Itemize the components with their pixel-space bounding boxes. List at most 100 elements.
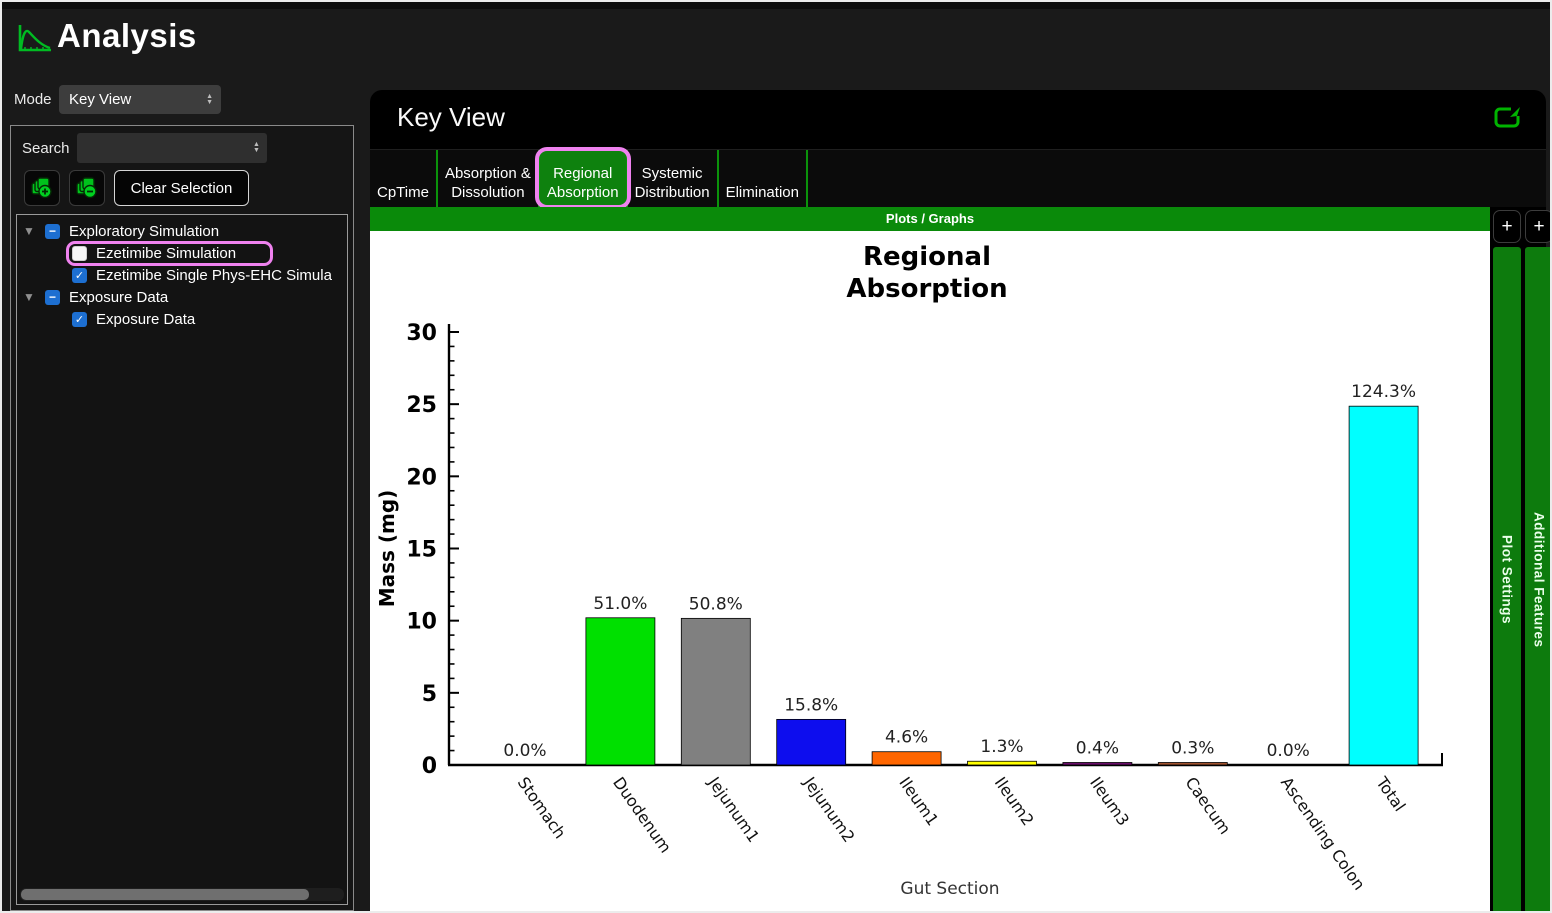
checkbox-partial-icon[interactable]: − xyxy=(45,289,60,305)
x-tick-label: Ascending Colon xyxy=(1277,773,1369,893)
tab-label: Dissolution xyxy=(451,184,525,201)
tab-label: CpTime xyxy=(377,184,429,201)
simulation-tree: ▼ − Exploratory Simulation Ezetimibe Simula… xyxy=(16,214,348,905)
bar-value-label: 50.8% xyxy=(689,594,743,614)
bar-ileum3 xyxy=(1062,762,1133,766)
svg-text:0: 0 xyxy=(422,754,437,779)
bar-value-label: 0.3% xyxy=(1171,739,1214,759)
svg-text:5: 5 xyxy=(422,682,437,707)
tab-regional-absorption[interactable]: Regional Absorption xyxy=(534,147,631,209)
tree-item-ezetimibe-simulation[interactable]: Ezetimibe Simulation xyxy=(17,240,347,266)
sidebar-panel: Search ▲ ▼ Clear Selection ▼ − Explorat xyxy=(10,125,354,911)
additional-features-label: Additional Features xyxy=(1531,512,1547,648)
bar-value-label: 0.0% xyxy=(1267,741,1310,761)
bar-jejunum1 xyxy=(680,617,751,766)
plot-settings-panel[interactable]: Plot Settings xyxy=(1493,247,1521,911)
bar-value-label: 0.4% xyxy=(1076,739,1119,759)
bar-value-label: 51.0% xyxy=(593,594,647,614)
bar-value-label: 124.3% xyxy=(1351,382,1416,402)
spinner-icon: ▲ ▼ xyxy=(206,92,213,106)
plot-settings-label: Plot Settings xyxy=(1499,535,1515,625)
svg-text:25: 25 xyxy=(406,393,437,418)
clear-selection-button[interactable]: Clear Selection xyxy=(114,170,249,206)
add-curves-button[interactable] xyxy=(24,170,60,206)
open-in-new-window-icon xyxy=(1494,107,1520,128)
svg-text:15: 15 xyxy=(406,538,437,563)
bar-total xyxy=(1348,405,1419,766)
tree-item-label: Exposure Data xyxy=(69,288,169,306)
tab-label: Distribution xyxy=(634,184,710,201)
bar-caecum xyxy=(1157,762,1228,766)
x-tick-label: Caecum xyxy=(1182,773,1235,837)
page-title: Analysis xyxy=(57,17,197,54)
x-axis-title: Gut Section xyxy=(900,879,999,899)
bar-ileum1 xyxy=(871,751,942,766)
checkbox-unchecked-icon[interactable] xyxy=(72,245,87,261)
tab-label: Elimination xyxy=(725,184,799,201)
selection-highlight: Ezetimibe Simulation xyxy=(66,240,274,266)
bar-jejunum2 xyxy=(776,718,847,766)
tree-item-ezetimibe-single-phys-ehc-simula[interactable]: ✓ Ezetimibe Single Phys-EHC Simula xyxy=(17,264,347,286)
spinner-icon: ▲ ▼ xyxy=(253,141,260,154)
x-tick-label: Ileum1 xyxy=(895,773,942,829)
x-tick-label: Total xyxy=(1372,773,1410,815)
checkbox-partial-icon[interactable]: − xyxy=(45,223,60,239)
tab-systemic-distribution[interactable]: Systemic Distribution xyxy=(628,150,719,207)
x-tick-label: Jejunum2 xyxy=(799,773,858,846)
scrollbar-thumb[interactable] xyxy=(21,889,309,900)
regional-absorption-chart: Regional Absorption 0 5 10 15 20 25 30 Mass (mg) 0… xyxy=(370,231,1490,911)
tree-item-label: Ezetimibe Single Phys-EHC Simula xyxy=(96,266,332,284)
tree-item-label: Exposure Data xyxy=(96,310,196,328)
x-tick-label: Ileum2 xyxy=(991,773,1038,829)
stack-minus-icon xyxy=(76,177,97,199)
svg-text:Regional: Regional xyxy=(863,242,991,272)
tab-label: Regional xyxy=(553,165,613,182)
tree-item-exploratory-simulation[interactable]: ▼ − Exploratory Simulation xyxy=(17,220,347,242)
bar-value-label: 0.0% xyxy=(503,741,546,761)
expander-icon[interactable]: ▼ xyxy=(23,224,35,238)
panel-title: Key View xyxy=(397,102,505,132)
expander-icon[interactable]: ▼ xyxy=(23,290,35,304)
search-input[interactable] xyxy=(77,133,267,163)
tree-item-label: Ezetimibe Simulation xyxy=(96,244,237,262)
tab-bar: CpTime Absorption & Dissolution Regional Abs… xyxy=(370,147,1546,209)
key-view-panel: Key View CpTime Absorption & Dissolution Re… xyxy=(370,90,1546,911)
tab-absorption-dissolution[interactable]: Absorption & Dissolution xyxy=(438,150,540,207)
tree-item-exposure-data[interactable]: ▼ − Exposure Data xyxy=(17,286,347,308)
x-tick-label: Jejunum1 xyxy=(704,773,763,846)
tab-label: Absorption & xyxy=(444,165,531,182)
svg-text:Mass (mg): Mass (mg) xyxy=(375,490,399,608)
tab-label: Absorption xyxy=(546,184,619,201)
additional-features-panel[interactable]: Additional Features xyxy=(1525,247,1550,911)
svg-text:10: 10 xyxy=(406,610,437,635)
plots-graphs-header: Plots / Graphs xyxy=(370,207,1490,231)
x-tick-label: Stomach xyxy=(514,773,570,842)
bar-value-label: 4.6% xyxy=(885,728,928,748)
search-label: Search xyxy=(22,140,70,157)
pk-curve-icon xyxy=(18,25,51,52)
x-tick-label: Ileum3 xyxy=(1086,773,1133,829)
svg-text:20: 20 xyxy=(406,465,437,490)
window-top-strip xyxy=(2,2,1550,9)
expand-plot-settings-button[interactable]: + xyxy=(1493,210,1521,243)
tree-item-exposure-data[interactable]: ✓ Exposure Data xyxy=(17,308,347,330)
expand-additional-features-button[interactable]: + xyxy=(1525,210,1550,243)
remove-curves-button[interactable] xyxy=(69,170,105,206)
x-tick-label: Duodenum xyxy=(609,773,675,856)
svg-text:30: 30 xyxy=(406,321,437,346)
checkbox-checked-icon[interactable]: ✓ xyxy=(72,311,87,327)
bar-value-label: 1.3% xyxy=(980,737,1023,757)
checkbox-checked-icon[interactable]: ✓ xyxy=(72,267,87,283)
mode-label: Mode xyxy=(14,91,52,108)
horizontal-scrollbar[interactable] xyxy=(20,888,344,901)
mode-select[interactable]: Key View ▲ ▼ xyxy=(59,85,221,114)
popout-button[interactable] xyxy=(1492,105,1524,131)
bar-ileum2 xyxy=(967,760,1037,766)
tab-cptime[interactable]: CpTime xyxy=(370,150,438,207)
stack-plus-icon xyxy=(31,177,52,199)
svg-text:Absorption: Absorption xyxy=(846,274,1007,304)
app-header: Analysis xyxy=(2,2,1550,82)
bar-value-label: 15.8% xyxy=(784,695,838,715)
tab-elimination[interactable]: Elimination xyxy=(719,150,808,207)
